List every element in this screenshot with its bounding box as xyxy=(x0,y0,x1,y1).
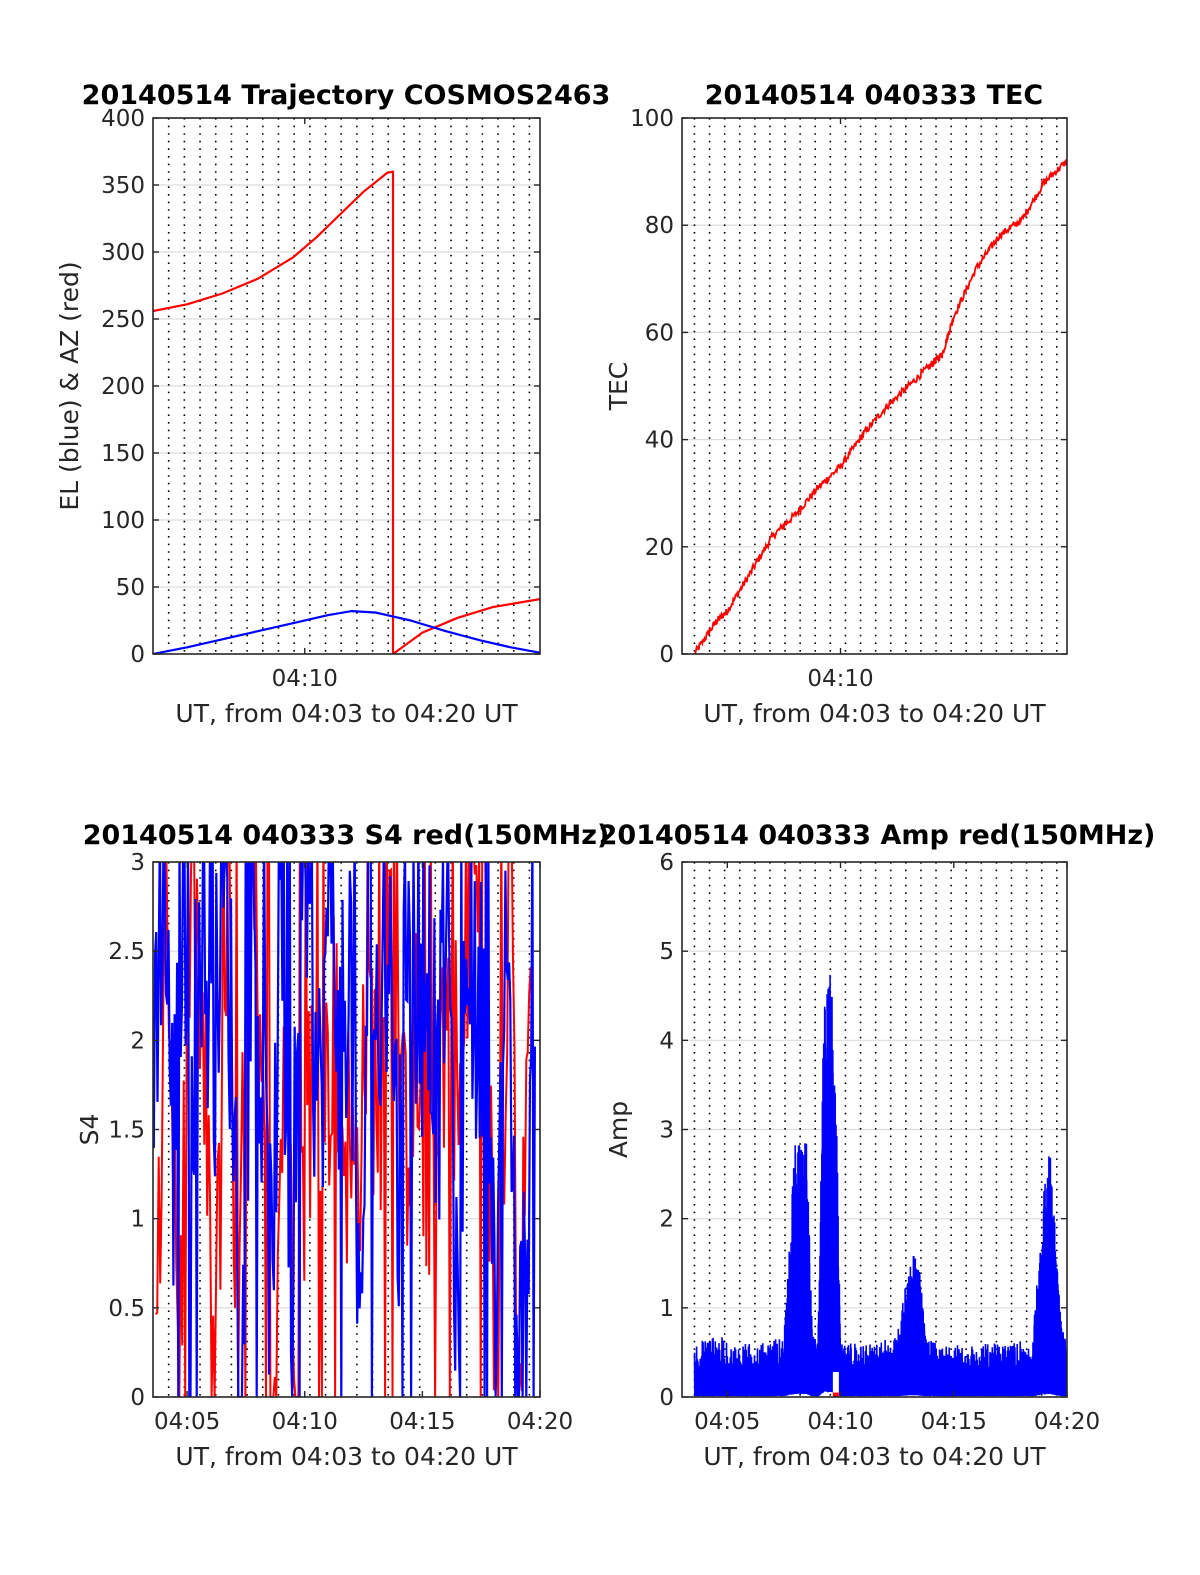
y-tick-label: 150 xyxy=(101,441,145,467)
y-tick-label: 50 xyxy=(116,575,145,601)
series-red-mark xyxy=(832,1392,839,1397)
y-tick-label: 100 xyxy=(101,508,145,534)
chart-title: 20140514 040333 Amp red(150MHz) xyxy=(599,820,1156,851)
x-axis-label: UT, from 04:03 to 04:20 UT xyxy=(175,1442,518,1471)
x-tick-label: 04:10 xyxy=(272,1409,338,1435)
chart-title: 20140514 Trajectory COSMOS2463 xyxy=(82,80,611,111)
series-red-line xyxy=(153,170,540,654)
y-tick-label: 0.5 xyxy=(108,1296,145,1322)
series-blue-line xyxy=(693,974,1067,1397)
y-tick-label: 2 xyxy=(659,1207,674,1233)
y-axis-label: EL (blue) & AZ (red) xyxy=(55,261,84,510)
y-tick-label: 4 xyxy=(659,1028,674,1054)
x-tick-label: 04:05 xyxy=(154,1409,220,1435)
panel-trajectory: 0 50 100 150 200 250 300 350 400 04:10 20140514 Tr… xyxy=(55,80,610,728)
y-tick-label: 1 xyxy=(130,1207,145,1233)
y-tick-label: 0 xyxy=(130,1385,145,1411)
y-tick-label: 80 xyxy=(645,213,674,239)
series-red-line xyxy=(693,158,1067,654)
y-tick-label: 350 xyxy=(101,173,145,199)
y-tick-label: 2.5 xyxy=(108,939,145,965)
y-axis-label: TEC xyxy=(604,362,633,412)
y-tick-label: 250 xyxy=(101,307,145,333)
series-red-line xyxy=(154,862,532,1397)
y-tick-label: 1.5 xyxy=(108,1118,145,1144)
y-tick-label: 0 xyxy=(659,642,674,668)
y-tick-label: 20 xyxy=(645,535,674,561)
series-blue-line xyxy=(153,610,540,654)
y-tick-label: 0 xyxy=(130,642,145,668)
y-tick-label: 3 xyxy=(659,1118,674,1144)
y-tick-label: 40 xyxy=(645,428,674,454)
x-axis-label: UT, from 04:03 to 04:20 UT xyxy=(175,699,518,728)
y-tick-label: 5 xyxy=(659,939,674,965)
chart-title: 20140514 040333 TEC xyxy=(705,80,1044,111)
y-tick-label: 0 xyxy=(659,1385,674,1411)
x-tick-label: 04:10 xyxy=(807,1409,873,1435)
series-blue-line xyxy=(153,862,536,1397)
y-tick-label: 2 xyxy=(130,1028,145,1054)
axes-frame xyxy=(681,117,1068,655)
x-tick-label: 04:20 xyxy=(1034,1409,1100,1435)
y-tick-label: 400 xyxy=(101,106,145,132)
y-tick-label: 300 xyxy=(101,240,145,266)
panel-amp: 0 1 2 3 4 5 6 04:05 04:10 04:15 04:20 20140514 0403… xyxy=(599,820,1156,1471)
y-tick-label: 200 xyxy=(101,374,145,400)
x-axis-label: UT, from 04:03 to 04:20 UT xyxy=(703,699,1046,728)
x-axis-label: UT, from 04:03 to 04:20 UT xyxy=(703,1442,1046,1471)
panel-tec: 0 20 40 60 80 100 04:10 20140514 040333 TEC UT, … xyxy=(604,80,1068,728)
x-tick-label: 04:15 xyxy=(389,1409,455,1435)
y-axis-label: Amp xyxy=(604,1101,633,1158)
y-tick-label: 1 xyxy=(659,1296,674,1322)
x-tick-label: 04:20 xyxy=(507,1409,573,1435)
x-tick-label: 04:15 xyxy=(921,1409,987,1435)
x-tick-label: 04:10 xyxy=(807,666,873,692)
chart-title: 20140514 040333 S4 red(150MHz) xyxy=(83,820,610,851)
y-tick-label: 60 xyxy=(645,320,674,346)
y-axis-label: S4 xyxy=(75,1114,104,1146)
y-tick-label: 3 xyxy=(130,850,145,876)
panel-s4: 0 0.5 1 1.5 2 2.5 3 04:05 04:10 04:15 04:20 2014051… xyxy=(75,820,609,1471)
x-tick-label: 04:10 xyxy=(272,666,338,692)
y-tick-label: 6 xyxy=(659,850,674,876)
series-white-mark xyxy=(832,1372,839,1397)
x-tick-label: 04:05 xyxy=(694,1409,760,1435)
y-tick-label: 100 xyxy=(630,106,674,132)
